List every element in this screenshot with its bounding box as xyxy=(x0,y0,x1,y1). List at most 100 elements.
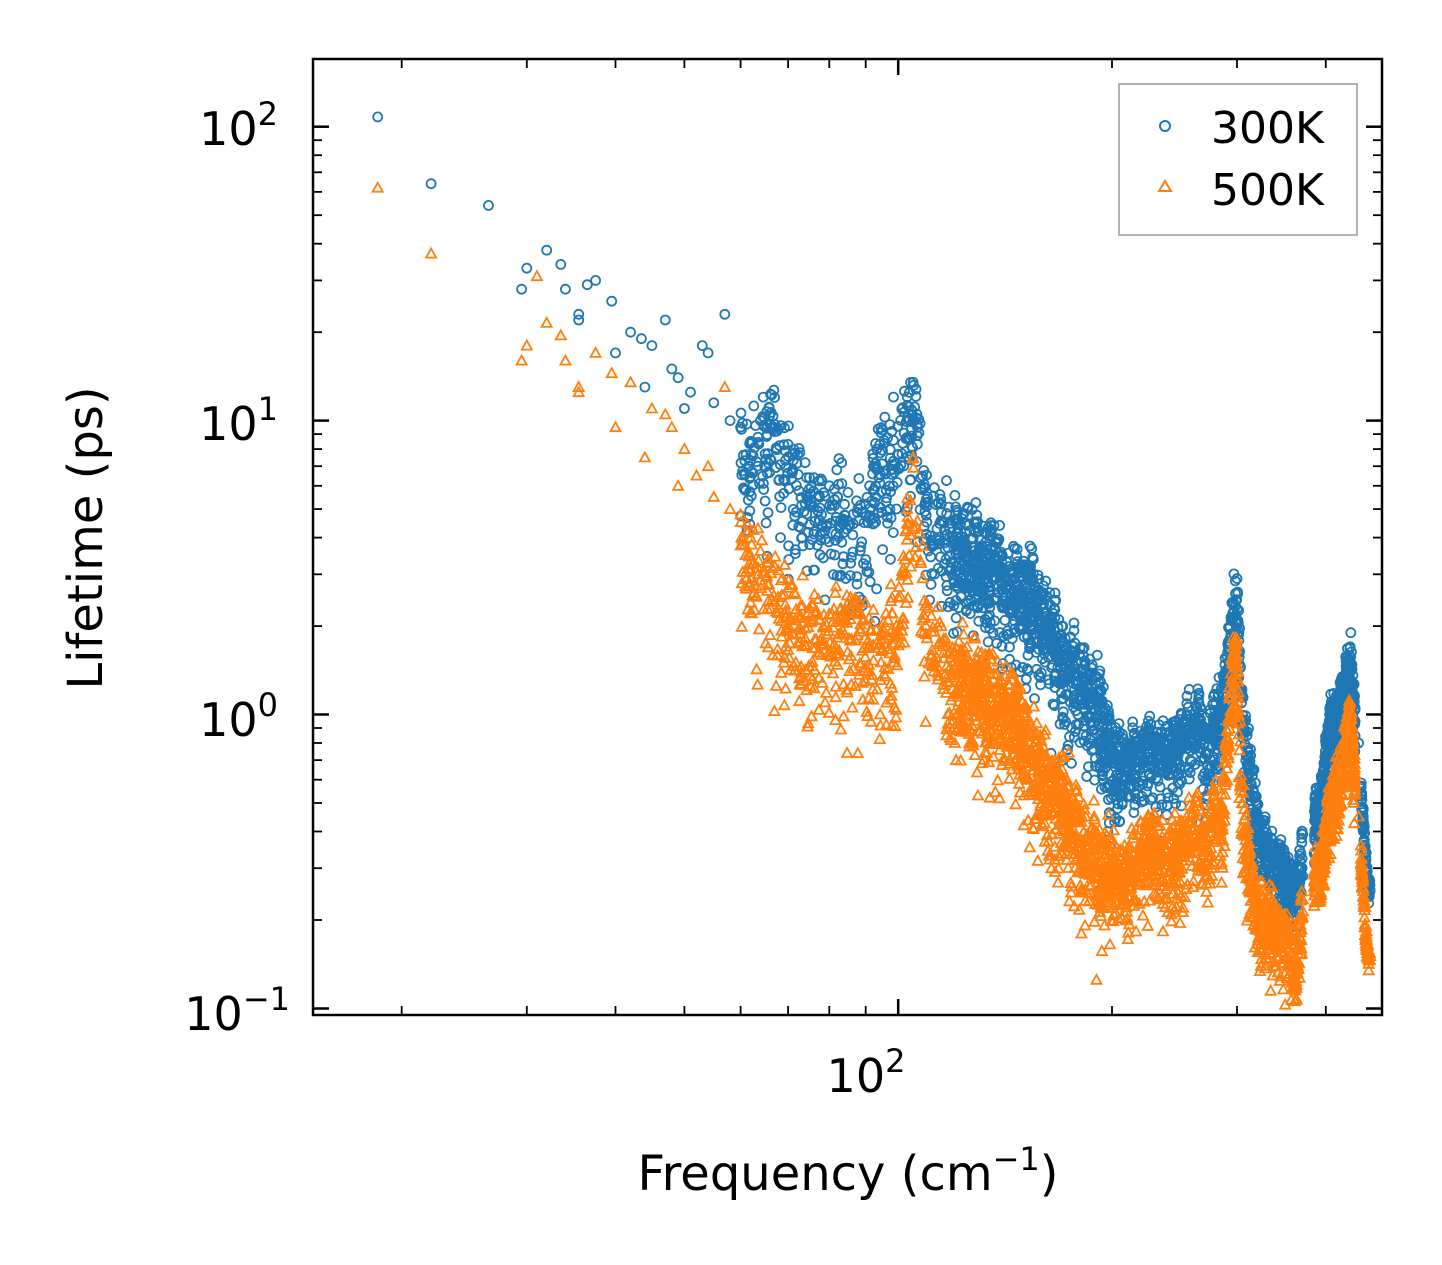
data-point-500K-496 xyxy=(862,691,876,703)
data-point-300K-464 xyxy=(932,538,944,550)
data-point-300K-1659 xyxy=(1162,792,1174,804)
data-point-300K-1390 xyxy=(1047,608,1059,619)
data-point-300K-153 xyxy=(847,546,859,558)
data-point-300K-1432 xyxy=(1096,783,1107,795)
data-point-300K-350 xyxy=(819,594,831,606)
data-point-300K-1084 xyxy=(970,527,982,539)
data-point-300K-1364 xyxy=(1096,727,1108,739)
data-point-300K-1466 xyxy=(1009,543,1020,554)
data-point-300K-1191 xyxy=(951,504,963,516)
data-point-300K-330 xyxy=(888,434,899,446)
data-point-300K-1405 xyxy=(993,581,1004,593)
data-point-300K-722 xyxy=(1068,617,1080,629)
data-point-300K-35 xyxy=(842,486,854,498)
data-point-500K-943 xyxy=(970,765,984,778)
data-point-300K-354 xyxy=(932,497,944,508)
data-point-300K-2137 xyxy=(1107,789,1119,801)
series-300K-points xyxy=(372,111,1376,945)
data-point-300K-2118 xyxy=(1121,771,1132,783)
data-point-300K-1234 xyxy=(1086,745,1098,756)
data-point-300K-736 xyxy=(1078,642,1090,653)
data-point-300K-1375 xyxy=(1048,644,1060,655)
data-point-500K-14 xyxy=(638,450,652,463)
data-point-300K-2169 xyxy=(1136,796,1147,808)
data-point-300K-573 xyxy=(871,462,883,474)
data-point-300K-528 xyxy=(843,519,854,531)
data-point-300K-401 xyxy=(815,529,826,541)
data-point-300K-1445 xyxy=(1011,561,1022,573)
data-point-300K-559 xyxy=(925,551,937,563)
data-point-300K-413 xyxy=(836,536,848,548)
data-point-300K-400 xyxy=(846,551,857,563)
data-point-300K-509 xyxy=(748,400,760,412)
data-point-300K-1408 xyxy=(1016,607,1028,619)
data-point-500K-796 xyxy=(956,615,970,628)
data-point-300K-2146 xyxy=(1198,737,1210,749)
data-point-500K-857 xyxy=(1051,875,1065,888)
data-point-300K-1472 xyxy=(1084,733,1096,745)
data-point-300K-334 xyxy=(737,417,748,429)
data-point-500K-466 xyxy=(873,732,887,744)
data-point-300K-431 xyxy=(875,427,887,439)
data-point-300K-1318 xyxy=(1031,663,1043,675)
data-point-500K-16 xyxy=(658,407,672,420)
data-point-300K-2130 xyxy=(1175,737,1187,748)
data-point-300K-1417 xyxy=(1049,700,1060,711)
data-point-300K-316 xyxy=(751,456,762,468)
data-point-300K-556 xyxy=(887,527,899,538)
data-point-300K-2075 xyxy=(1207,698,1218,710)
data-point-300K-535 xyxy=(812,505,824,517)
data-point-300K-506 xyxy=(779,474,791,486)
data-point-300K-1393 xyxy=(1103,712,1115,723)
data-point-300K-296 xyxy=(851,578,863,590)
data-point-300K-1609 xyxy=(1144,710,1156,722)
data-point-300K-1808 xyxy=(1228,568,1240,580)
data-point-300K-2124 xyxy=(1173,739,1184,751)
data-point-300K-1869 xyxy=(1212,688,1224,700)
data-point-300K-1905 xyxy=(1233,605,1245,616)
data-point-300K-1336 xyxy=(1083,710,1094,721)
data-point-300K-1409 xyxy=(1012,556,1024,567)
data-point-500K-143 xyxy=(818,695,832,708)
data-point-500K-555 xyxy=(879,606,893,619)
data-point-500K-1734 xyxy=(1156,924,1170,937)
data-point-300K-1332 xyxy=(964,566,975,577)
data-point-300K-450 xyxy=(939,537,950,549)
data-point-300K-514 xyxy=(884,480,895,492)
data-point-300K-470 xyxy=(868,518,879,530)
data-point-300K-1372 xyxy=(1022,631,1033,643)
data-point-300K-1464 xyxy=(1037,634,1048,646)
data-point-300K-1394 xyxy=(970,555,981,567)
data-point-300K-352 xyxy=(936,515,948,527)
data-point-500K-455 xyxy=(837,709,851,722)
data-point-300K-2083 xyxy=(1168,727,1180,738)
data-point-500K-232 xyxy=(917,669,931,682)
data-point-500K-1457 xyxy=(1089,972,1104,985)
data-point-300K-1994 xyxy=(1147,792,1159,804)
data-point-300K-440 xyxy=(880,496,892,508)
data-point-300K-2165 xyxy=(1161,756,1173,767)
data-point-300K-533 xyxy=(757,391,769,403)
data-point-300K-1428 xyxy=(1005,608,1017,619)
data-point-300K-8 xyxy=(573,308,585,320)
data-point-300K-372 xyxy=(795,522,806,534)
data-point-300K-1379 xyxy=(1026,543,1038,554)
data-point-300K-503 xyxy=(871,583,882,595)
data-point-300K-11 xyxy=(590,274,601,286)
data-point-300K-473 xyxy=(909,401,920,413)
data-point-300K-1999 xyxy=(1140,786,1152,797)
data-point-500K-206 xyxy=(779,681,793,694)
data-point-300K-1211 xyxy=(961,604,972,616)
data-point-300K-1255 xyxy=(1056,693,1067,705)
data-point-300K-1444 xyxy=(1079,658,1091,670)
data-point-500K-428 xyxy=(919,715,933,727)
data-point-300K-549 xyxy=(744,505,756,517)
data-point-300K-1457 xyxy=(954,577,965,589)
data-point-300K-2166 xyxy=(1176,709,1188,721)
data-point-300K-398 xyxy=(773,474,785,486)
data-point-300K-2139 xyxy=(1208,726,1220,737)
data-point-300K-2037 xyxy=(1117,728,1128,740)
data-point-300K-1376 xyxy=(1008,574,1020,585)
data-point-300K-1266 xyxy=(989,551,1001,562)
data-point-500K-80 xyxy=(767,704,781,716)
